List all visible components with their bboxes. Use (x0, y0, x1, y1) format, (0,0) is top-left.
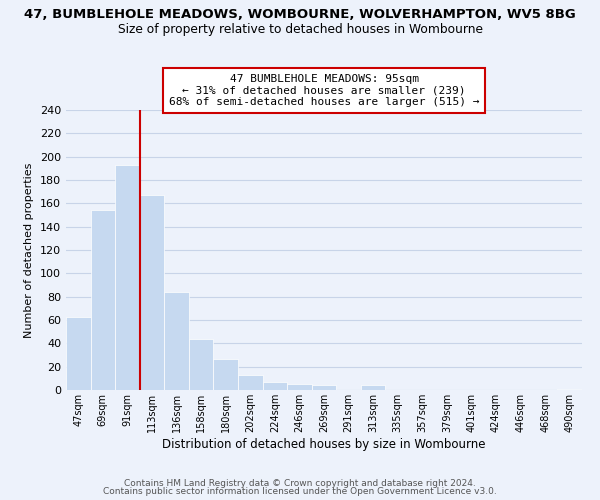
X-axis label: Distribution of detached houses by size in Wombourne: Distribution of detached houses by size … (162, 438, 486, 450)
Bar (361, 386, 385, 390)
Text: Contains public sector information licensed under the Open Government Licence v3: Contains public sector information licen… (103, 487, 497, 496)
Bar (115, 165, 140, 390)
Bar (91, 210, 115, 390)
Y-axis label: Number of detached properties: Number of detached properties (25, 162, 34, 338)
Bar (263, 382, 287, 390)
Bar (140, 195, 164, 390)
Bar (312, 386, 336, 390)
Bar (238, 375, 263, 390)
Text: 47, BUMBLEHOLE MEADOWS, WOMBOURNE, WOLVERHAMPTON, WV5 8BG: 47, BUMBLEHOLE MEADOWS, WOMBOURNE, WOLVE… (24, 8, 576, 20)
Text: 47 BUMBLEHOLE MEADOWS: 95sqm
← 31% of detached houses are smaller (239)
68% of s: 47 BUMBLEHOLE MEADOWS: 95sqm ← 31% of de… (169, 74, 479, 107)
Bar (189, 338, 214, 390)
Text: Size of property relative to detached houses in Wombourne: Size of property relative to detached ho… (118, 22, 482, 36)
Bar (557, 389, 582, 390)
Bar (287, 384, 312, 390)
Bar (66, 316, 91, 390)
Bar (164, 292, 189, 390)
Text: Contains HM Land Registry data © Crown copyright and database right 2024.: Contains HM Land Registry data © Crown c… (124, 478, 476, 488)
Bar (214, 358, 238, 390)
